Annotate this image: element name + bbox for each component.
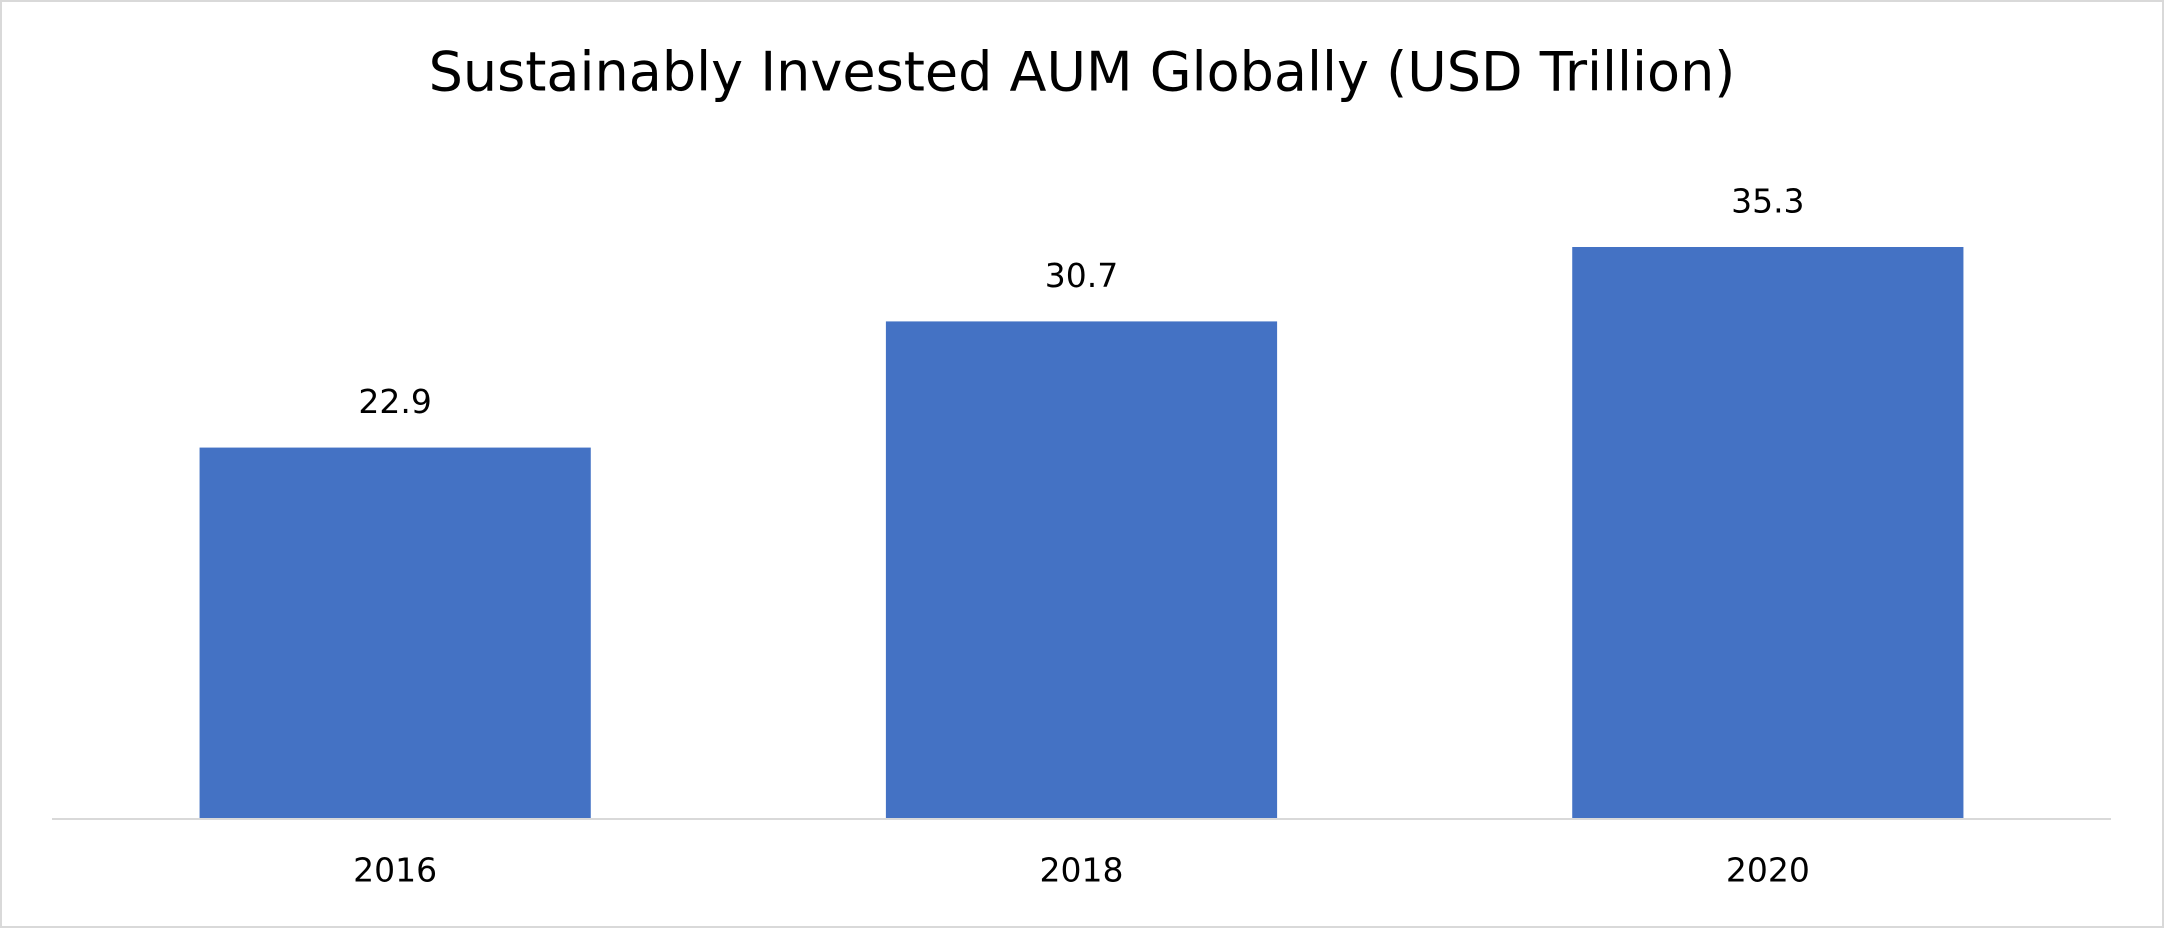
value-label: 22.9 bbox=[358, 382, 431, 421]
bar bbox=[199, 447, 591, 818]
chart-title: Sustainably Invested AUM Globally (USD T… bbox=[429, 41, 1736, 104]
x-tick-label: 2016 bbox=[353, 851, 437, 890]
bar bbox=[885, 321, 1278, 818]
bar bbox=[1572, 247, 1964, 818]
value-label: 30.7 bbox=[1045, 256, 1118, 295]
value-label: 35.3 bbox=[1731, 182, 1804, 221]
x-tick-label: 2018 bbox=[1040, 851, 1124, 890]
x-tick-label: 2020 bbox=[1726, 851, 1810, 890]
